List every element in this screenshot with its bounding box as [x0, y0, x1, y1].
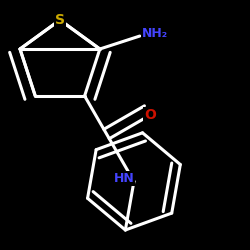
Text: HN: HN — [114, 172, 134, 186]
Text: S: S — [55, 13, 65, 27]
Text: O: O — [144, 108, 156, 122]
Text: NH₂: NH₂ — [142, 27, 168, 40]
